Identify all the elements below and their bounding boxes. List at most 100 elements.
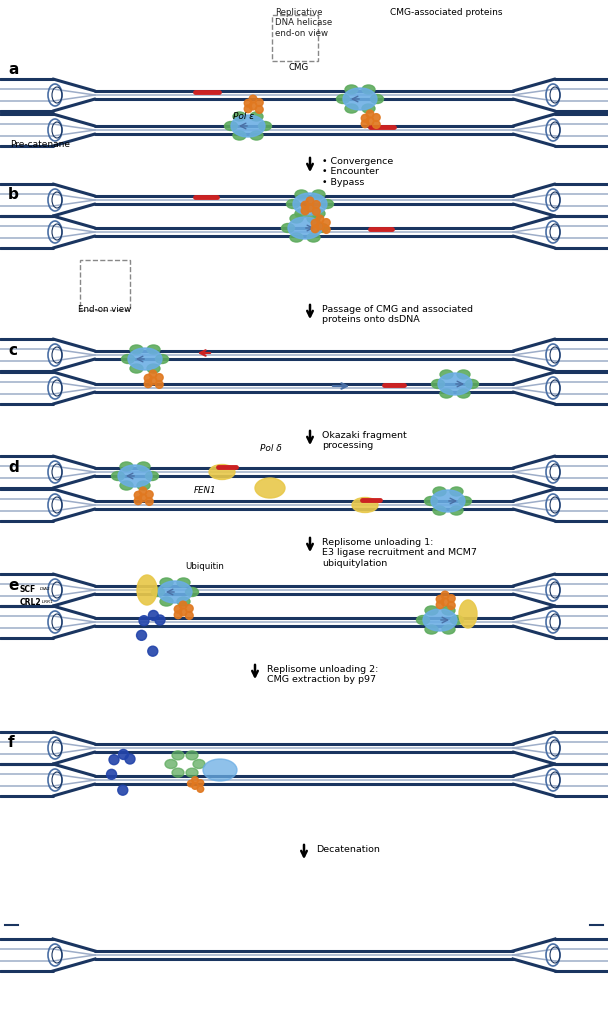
Circle shape [93, 292, 103, 302]
Circle shape [174, 611, 182, 618]
Circle shape [313, 201, 320, 208]
Circle shape [244, 104, 252, 113]
Text: SCF: SCF [20, 585, 36, 594]
Ellipse shape [158, 581, 192, 603]
Ellipse shape [425, 625, 438, 634]
Circle shape [249, 102, 257, 110]
FancyBboxPatch shape [80, 260, 130, 310]
Ellipse shape [290, 233, 303, 242]
Circle shape [197, 779, 204, 786]
Circle shape [119, 750, 128, 760]
Circle shape [174, 605, 182, 613]
Circle shape [93, 268, 103, 278]
Circle shape [144, 380, 152, 388]
Ellipse shape [440, 370, 453, 379]
Ellipse shape [233, 112, 246, 121]
Ellipse shape [151, 588, 165, 597]
Circle shape [255, 98, 263, 106]
Circle shape [301, 202, 309, 209]
Ellipse shape [224, 122, 238, 130]
Ellipse shape [185, 588, 198, 597]
Circle shape [106, 769, 117, 779]
Ellipse shape [458, 497, 471, 506]
Ellipse shape [293, 193, 327, 215]
Circle shape [185, 611, 193, 620]
Circle shape [313, 208, 320, 215]
Ellipse shape [255, 478, 285, 498]
Ellipse shape [316, 223, 328, 232]
Circle shape [316, 215, 324, 223]
Circle shape [322, 219, 330, 226]
Ellipse shape [177, 578, 190, 587]
Ellipse shape [209, 465, 235, 479]
Ellipse shape [343, 88, 377, 110]
Ellipse shape [320, 200, 334, 209]
Ellipse shape [137, 462, 150, 471]
Circle shape [148, 646, 158, 656]
Circle shape [361, 115, 369, 122]
Circle shape [437, 595, 444, 603]
Ellipse shape [433, 506, 446, 515]
Circle shape [277, 33, 287, 43]
Circle shape [447, 602, 455, 609]
Ellipse shape [147, 364, 160, 373]
Ellipse shape [177, 597, 190, 606]
Ellipse shape [416, 615, 429, 625]
Circle shape [316, 222, 324, 229]
Circle shape [149, 370, 157, 378]
Text: Replisome unloading 1:
E3 ligase recruitment and MCM7
ubiquitylation: Replisome unloading 1: E3 ligase recruit… [322, 538, 477, 567]
Circle shape [297, 44, 306, 54]
Ellipse shape [362, 85, 375, 94]
Ellipse shape [459, 600, 477, 628]
Ellipse shape [312, 209, 325, 218]
Text: b: b [8, 187, 19, 202]
Circle shape [107, 292, 117, 302]
Circle shape [192, 782, 198, 790]
Circle shape [155, 615, 165, 625]
Circle shape [306, 204, 314, 212]
Circle shape [289, 32, 302, 44]
Ellipse shape [137, 575, 157, 605]
Ellipse shape [250, 112, 263, 121]
Ellipse shape [336, 94, 350, 103]
Circle shape [283, 22, 294, 32]
Circle shape [301, 207, 309, 215]
Ellipse shape [370, 94, 384, 103]
Ellipse shape [258, 122, 272, 130]
Text: Okazaki fragment
processing: Okazaki fragment processing [322, 431, 407, 451]
Text: Ubiquitin: Ubiquitin [185, 562, 224, 571]
Ellipse shape [193, 760, 205, 768]
Text: Replicative
DNA helicase
end-on view: Replicative DNA helicase end-on view [275, 8, 332, 38]
Circle shape [114, 280, 124, 290]
Circle shape [292, 36, 297, 41]
Circle shape [185, 604, 193, 612]
Ellipse shape [145, 471, 159, 480]
Ellipse shape [160, 597, 173, 606]
Text: Decatenation: Decatenation [316, 845, 380, 854]
Ellipse shape [307, 233, 320, 242]
Text: Replisome unloading 2:
CMG extraction by p97: Replisome unloading 2: CMG extraction by… [267, 665, 378, 684]
Text: e: e [8, 578, 18, 593]
Ellipse shape [295, 209, 308, 218]
Circle shape [192, 776, 198, 783]
Circle shape [109, 755, 119, 765]
Circle shape [366, 111, 374, 118]
Ellipse shape [442, 625, 455, 634]
Text: $^{DIA2}$: $^{DIA2}$ [39, 587, 51, 592]
Circle shape [98, 279, 112, 292]
Ellipse shape [425, 606, 438, 615]
Ellipse shape [442, 606, 455, 615]
Circle shape [149, 377, 157, 385]
Ellipse shape [432, 380, 444, 388]
Circle shape [134, 497, 142, 505]
Ellipse shape [286, 200, 300, 209]
Ellipse shape [137, 481, 150, 490]
Text: Passage of CMG and associated
proteins onto dsDNA: Passage of CMG and associated proteins o… [322, 305, 473, 325]
FancyBboxPatch shape [272, 15, 318, 61]
Ellipse shape [295, 190, 308, 199]
Ellipse shape [450, 506, 463, 515]
Circle shape [107, 268, 117, 278]
Circle shape [255, 105, 263, 114]
Text: End-on view: End-on view [78, 305, 131, 314]
Ellipse shape [172, 768, 184, 777]
